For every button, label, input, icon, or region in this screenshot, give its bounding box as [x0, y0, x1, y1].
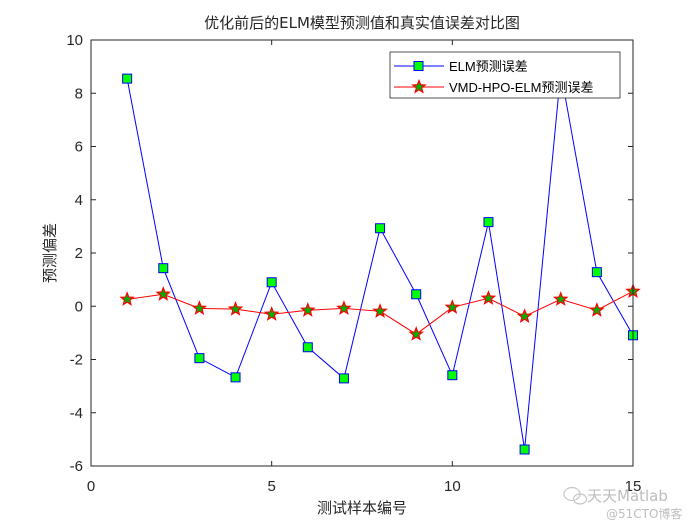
y-tick-label: -6 — [70, 458, 83, 475]
watermark-line1: 天天Matlab — [587, 487, 668, 505]
legend-label-elm: ELM预测误差 — [449, 59, 528, 74]
y-tick-label: 10 — [66, 32, 83, 49]
legend-item-vmd-hpo-elm: VMD-HPO-ELM预测误差 — [394, 78, 593, 95]
square-marker — [194, 353, 205, 364]
y-tick-label: 4 — [75, 192, 83, 209]
star-marker — [155, 286, 172, 301]
watermark-line2: @51CTO博客 — [606, 506, 682, 521]
legend: ELM预测误差 VMD-HPO-ELM预测误差 — [389, 51, 621, 99]
y-tick-label: 2 — [75, 245, 83, 262]
x-tick-label: 15 — [625, 478, 642, 495]
series-vmd-hpo-elm — [119, 283, 641, 341]
star-marker — [589, 302, 605, 317]
y-tick-label: 0 — [75, 298, 83, 315]
square-marker — [338, 373, 349, 384]
square-marker — [230, 372, 241, 383]
star-marker — [119, 291, 135, 306]
series-elm — [122, 66, 638, 455]
y-tick-label: -4 — [70, 405, 83, 422]
square-marker — [266, 277, 277, 288]
square-marker-icon — [413, 61, 424, 71]
square-marker — [447, 370, 458, 381]
square-marker — [302, 342, 313, 353]
star-marker — [263, 306, 280, 321]
star-marker — [227, 301, 244, 316]
plot-series — [119, 66, 641, 455]
tick-labels: 0 5 10 15 -6 -4 -2 0 2 4 6 8 10 — [66, 32, 641, 495]
legend-box — [389, 51, 621, 99]
x-axis-label: 测试样本编号 — [317, 499, 407, 517]
y-axis-label: 预测偏差 — [41, 223, 59, 283]
star-marker — [444, 299, 461, 314]
square-marker — [375, 223, 386, 234]
x-tick-label: 5 — [267, 478, 275, 495]
star-marker — [552, 291, 569, 306]
x-tick-label: 10 — [444, 478, 461, 495]
star-marker — [408, 326, 424, 341]
star-marker — [372, 303, 388, 318]
square-marker — [519, 444, 530, 455]
square-marker — [591, 267, 602, 278]
star-marker — [480, 290, 497, 305]
y-tick-label: 8 — [75, 85, 83, 102]
watermark: 天天Matlab @51CTO博客 — [563, 486, 682, 521]
chart-title: 优化前后的ELM模型预测值和真实值误差对比图 — [204, 14, 520, 32]
star-marker — [336, 300, 352, 315]
square-marker — [158, 263, 169, 274]
star-marker-icon — [411, 78, 427, 94]
x-tick-label: 0 — [87, 478, 95, 495]
square-marker — [122, 73, 133, 84]
wechat-icon — [563, 486, 588, 505]
star-marker — [300, 302, 316, 317]
axes-box — [90, 39, 634, 467]
y-tick-label: -2 — [70, 352, 83, 369]
legend-item-elm: ELM预测误差 — [394, 59, 528, 74]
legend-label-vmd-hpo-elm: VMD-HPO-ELM预测误差 — [449, 80, 593, 95]
square-marker — [483, 217, 494, 228]
star-marker — [191, 300, 208, 315]
square-marker — [411, 289, 422, 300]
star-marker — [516, 308, 533, 323]
y-tick-label: 6 — [75, 139, 83, 156]
